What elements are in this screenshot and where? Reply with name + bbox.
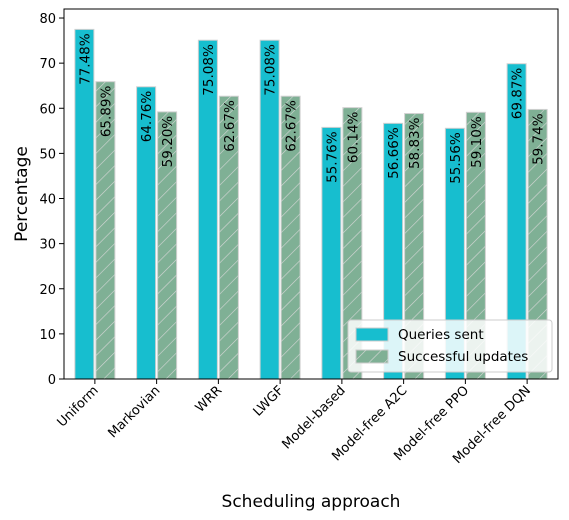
data-label-successful-updates-model-based: 60.14% [345, 111, 361, 163]
y-axis-title: Percentage [12, 146, 32, 242]
data-label-queries-sent-model-free-a2c: 56.66% [386, 127, 402, 179]
y-tick-label-50: 50 [39, 147, 56, 162]
x-tick-label-uniform: Uniform [55, 383, 102, 430]
y-tick-label-60: 60 [39, 102, 56, 117]
data-label-successful-updates-markovian: 59.20% [160, 116, 176, 168]
legend-swatch-queries-sent [355, 327, 389, 342]
data-label-successful-updates-uniform: 65.89% [98, 86, 114, 138]
y-tick-label-10: 10 [39, 328, 56, 343]
data-label-successful-updates-model-free-dqn: 59.74% [531, 113, 547, 165]
y-tick-label-20: 20 [39, 283, 56, 298]
data-label-queries-sent-wrr: 75.08% [201, 44, 217, 96]
data-label-queries-sent-model-free-ppo: 55.56% [448, 132, 464, 184]
x-tick-label-markovian: Markovian [105, 383, 163, 441]
data-label-successful-updates-lwgf: 62.67% [284, 100, 300, 152]
bar-successful-updates-model-free-dqn-hatch [528, 109, 548, 379]
data-label-successful-updates-model-free-a2c: 58.83% [407, 117, 423, 169]
data-labels-layer: 77.48% 65.89% 64.76% 59.20% 75.08% 62.67% 75.0… [77, 33, 546, 184]
y-tick-label-30: 30 [39, 238, 56, 253]
x-tick-label-lwgf: LWGF [251, 383, 287, 419]
legend-label-queries-sent: Queries sent [398, 327, 484, 343]
bar-successful-updates-model-based-hatch [342, 107, 362, 379]
legend-box [347, 319, 553, 373]
data-label-queries-sent-uniform: 77.48% [77, 33, 93, 85]
bar-successful-updates-model-free-a2c-hatch [404, 113, 424, 380]
y-tick-label-70: 70 [39, 57, 56, 72]
x-axis-title: Scheduling approach [222, 492, 401, 512]
bar-successful-updates-model-free-ppo-hatch [466, 112, 486, 379]
data-label-queries-sent-lwgf: 75.08% [263, 44, 279, 96]
y-tick-label-80: 80 [39, 12, 56, 27]
bar-successful-updates-markovian-hatch [157, 111, 177, 379]
data-label-queries-sent-model-based: 55.76% [324, 131, 340, 183]
bars-layer [74, 28, 548, 380]
bar-successful-updates-uniform-hatch [95, 81, 115, 379]
data-label-successful-updates-model-free-ppo: 59.10% [469, 116, 485, 168]
bar-successful-updates-wrr-hatch [219, 96, 239, 379]
legend-swatch-successful-updates-hatch [356, 350, 388, 363]
x-axis: Uniform Markovian WRR LWGFModel-basedModel-… [55, 379, 534, 467]
y-tick-label-0: 0 [48, 373, 56, 388]
data-label-queries-sent-markovian: 64.76% [139, 91, 155, 143]
y-tick-label-40: 40 [39, 193, 56, 208]
legend-label-successful-updates: Successful updates [398, 349, 528, 365]
y-axis: 0 10 20 30 40 50 60 70 80 [39, 12, 64, 388]
data-label-queries-sent-model-free-dqn: 69.87% [510, 68, 526, 120]
plot-frame [63, 8, 559, 380]
x-tick-label-model-based: Model-based [279, 383, 348, 452]
bar-successful-updates-lwgf-hatch [281, 96, 301, 379]
data-label-successful-updates-wrr: 62.67% [222, 100, 238, 152]
x-tick-label-wrr: WRR [193, 383, 225, 415]
legend: Queries sent Successful updates [347, 319, 553, 373]
